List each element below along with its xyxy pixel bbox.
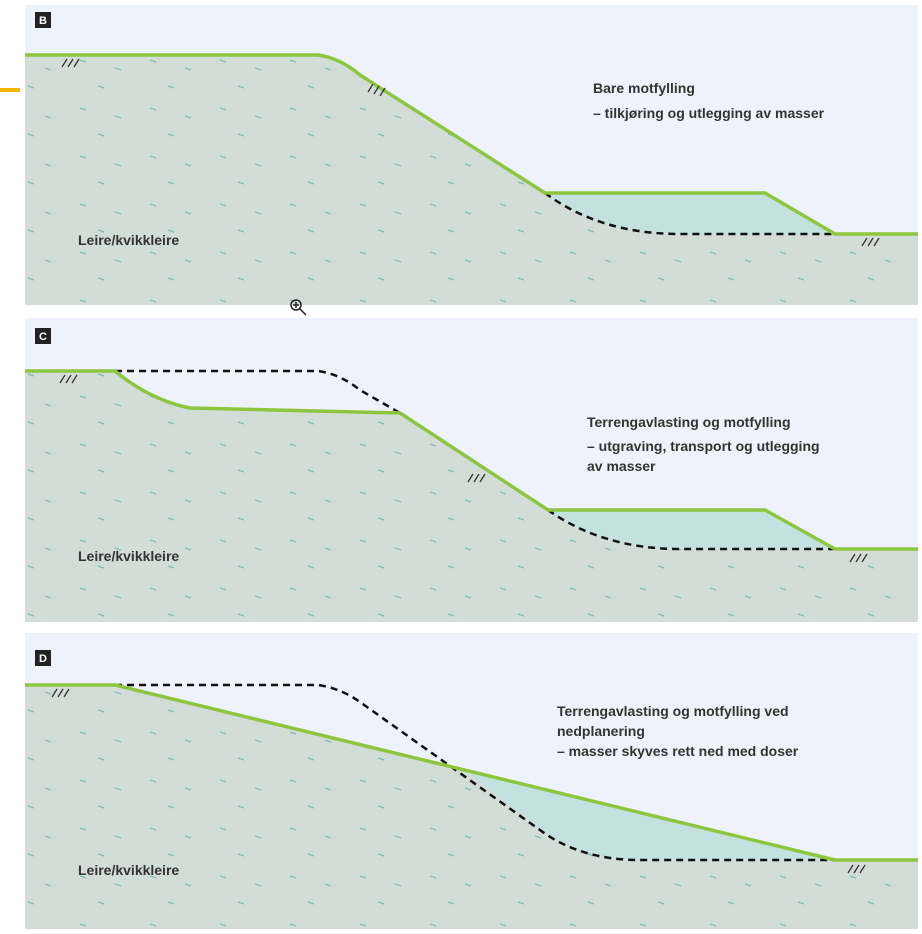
zoom-icon[interactable] <box>290 299 307 316</box>
panel-label: C <box>39 331 47 343</box>
panel-d: D Terrengavlasting og motfylling ved ned… <box>25 633 918 929</box>
description: – utgraving, transport og utlegging <box>587 438 820 454</box>
soil-label: Leire/kvikkleire <box>78 548 179 564</box>
panel-b: B Bare motfylling – tilkjøring og utlegg… <box>25 5 918 305</box>
description: Bare motfylling <box>593 80 695 96</box>
description: – masser skyves rett ned med doser <box>557 743 799 759</box>
soil-label: Leire/kvikkleire <box>78 862 179 878</box>
description: nedplanering <box>557 723 645 739</box>
soil-label: Leire/kvikkleire <box>78 232 179 248</box>
panel-label: B <box>39 15 47 27</box>
orange-marker <box>0 88 20 92</box>
panel-c: C Terrengavlasting og motfylling – utgra… <box>25 318 918 622</box>
description: av masser <box>587 458 656 474</box>
panel-label: D <box>39 653 47 665</box>
description: – tilkjøring og utlegging av masser <box>593 105 825 121</box>
description: Terrengavlasting og motfylling <box>587 414 791 430</box>
description: Terrengavlasting og motfylling ved <box>557 703 789 719</box>
